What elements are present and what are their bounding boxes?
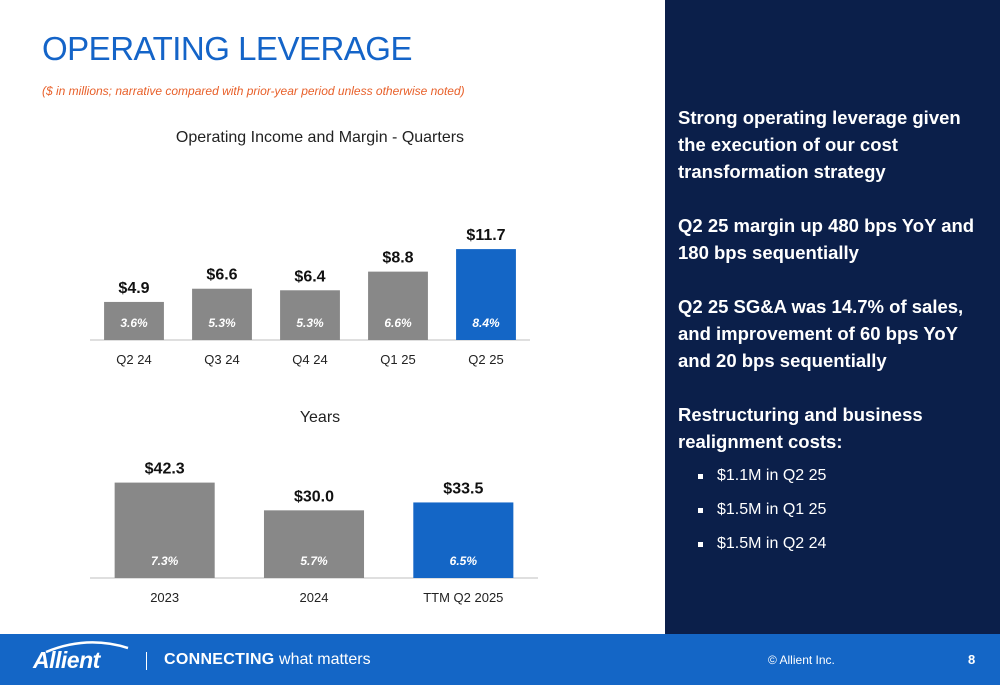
- summary-panel: Strong operating leverage given the exec…: [665, 0, 1000, 634]
- bar-4: [456, 249, 516, 340]
- x-tick-label-2: Q4 24: [292, 352, 327, 367]
- x-tick-label-0: Q2 24: [116, 352, 151, 367]
- square-bullet-icon: [698, 507, 703, 513]
- footer-bar: Allient CONNECTING what matters © Allien…: [0, 634, 1000, 685]
- x-tick-label-1: 2024: [300, 590, 329, 605]
- tagline-strong: CONNECTING: [164, 651, 275, 668]
- margin-label-0: 7.3%: [151, 554, 179, 568]
- value-label-4: $11.7: [466, 227, 505, 244]
- x-tick-label-4: Q2 25: [468, 352, 503, 367]
- value-label-1: $30.0: [294, 488, 334, 505]
- square-bullet-icon: [698, 541, 703, 547]
- restructuring-cost-list: $1.1M in Q2 25 $1.5M in Q1 25 $1.5M in Q…: [678, 466, 980, 554]
- value-label-0: $42.3: [145, 461, 185, 478]
- panel-paragraph-2: Q2 25 margin up 480 bps YoY and 180 bps …: [678, 215, 975, 263]
- page-number: 8: [968, 652, 976, 667]
- bar-3: [368, 271, 428, 340]
- margin-label-0: 3.6%: [120, 316, 148, 330]
- tagline: CONNECTING what matters: [164, 651, 371, 669]
- list-item-text: $1.5M in Q1 25: [717, 501, 827, 518]
- x-tick-label-3: Q1 25: [380, 352, 415, 367]
- quarters-chart-title: Operating Income and Margin - Quarters: [176, 129, 464, 146]
- list-item-text: $1.5M in Q2 24: [717, 535, 827, 552]
- page-title: OPERATING LEVERAGE: [42, 30, 412, 67]
- panel-paragraph-1: Strong operating leverage given the exec…: [678, 107, 961, 182]
- bar-1: [192, 288, 252, 340]
- tagline-rest: what matters: [274, 651, 371, 668]
- x-tick-label-2: TTM Q2 2025: [423, 590, 503, 605]
- bar-2: [413, 502, 514, 578]
- value-label-1: $6.6: [206, 267, 237, 284]
- copyright-text: © Allient Inc.: [768, 653, 835, 667]
- margin-label-1: 5.7%: [300, 554, 328, 568]
- value-label-3: $8.8: [382, 250, 413, 267]
- value-label-0: $4.9: [118, 280, 149, 297]
- margin-label-3: 6.6%: [384, 316, 412, 330]
- bar-2: [280, 290, 340, 340]
- company-logo: Allient: [33, 647, 100, 673]
- years-chart-title: Years: [300, 409, 340, 426]
- footer-divider: [146, 652, 147, 670]
- bar-0: [104, 301, 164, 340]
- x-tick-label-1: Q3 24: [204, 352, 239, 367]
- margin-label-4: 8.4%: [472, 316, 500, 330]
- list-item: $1.1M in Q2 25: [698, 466, 980, 486]
- margin-label-2: 6.5%: [450, 554, 478, 568]
- bar-1: [263, 510, 365, 578]
- square-bullet-icon: [698, 473, 703, 479]
- panel-paragraph-3: Q2 25 SG&A was 14.7% of sales, and impro…: [678, 296, 964, 371]
- value-label-2: $33.5: [443, 480, 483, 497]
- margin-label-1: 5.3%: [208, 316, 236, 330]
- quarters-bar-chart: Operating Income and Margin - Quarters $…: [90, 129, 530, 367]
- bar-0: [114, 482, 215, 578]
- value-label-2: $6.4: [294, 268, 325, 285]
- list-item: $1.5M in Q2 24: [698, 534, 980, 554]
- margin-label-2: 5.3%: [296, 316, 324, 330]
- list-item: $1.5M in Q1 25: [698, 500, 980, 520]
- panel-paragraph-4: Restructuring and business realignment c…: [678, 404, 923, 452]
- x-tick-label-0: 2023: [150, 590, 179, 605]
- logo-arc-icon: [45, 641, 129, 653]
- page-subtitle: ($ in millions; narrative compared with …: [42, 84, 465, 98]
- years-bar-chart: Years $42.3 7.3% 2023 $30.0 5.7% 2024 $33.5 6.5…: [90, 409, 538, 605]
- list-item-text: $1.1M in Q2 25: [717, 467, 827, 484]
